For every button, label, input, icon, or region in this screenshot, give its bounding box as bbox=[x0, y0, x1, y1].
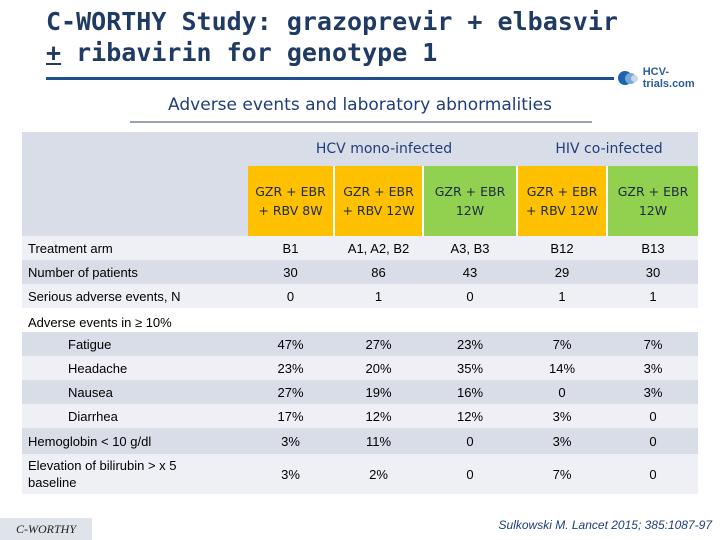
table-cell: 14% bbox=[548, 360, 576, 376]
row-label: Hemoglobin < 10 g/dl bbox=[28, 433, 152, 449]
table-cell: 43 bbox=[462, 264, 478, 280]
column-header: GZR + EBR + RBV 12W bbox=[335, 166, 422, 236]
table-cell: 47% bbox=[277, 336, 304, 352]
subtitle: Adverse events and laboratory abnormalit… bbox=[168, 95, 552, 115]
title-underline bbox=[46, 77, 614, 80]
table-cell: 7% bbox=[552, 466, 572, 482]
column-header: GZR + EBR + RBV 8W bbox=[248, 166, 333, 236]
table-row bbox=[22, 284, 698, 308]
table-cell: 30 bbox=[283, 264, 298, 280]
table-cell: 23% bbox=[456, 336, 484, 352]
table-row bbox=[22, 308, 698, 332]
table-cell: 0 bbox=[466, 433, 474, 449]
table-cell: 0 bbox=[466, 288, 474, 304]
table-row bbox=[22, 332, 698, 356]
table-cell: 1 bbox=[558, 288, 566, 304]
table-cell: 1 bbox=[374, 288, 383, 304]
row-label: Headache bbox=[68, 360, 128, 376]
row-label: Diarrhea bbox=[68, 408, 118, 424]
table-cell: 12% bbox=[456, 408, 484, 424]
column-header: GZR + EBR 12W bbox=[424, 166, 516, 236]
table-cell: 29 bbox=[554, 264, 570, 280]
table-cell: 27% bbox=[365, 336, 392, 352]
hcv-trials-logo: HCV-trials.com bbox=[618, 66, 720, 90]
table-cell: 35% bbox=[456, 360, 484, 376]
footer-study-label: C-WORTHY bbox=[0, 518, 92, 540]
table-cell: B1 bbox=[282, 240, 299, 256]
table-cell: 23% bbox=[277, 360, 304, 376]
table-cell: 0 bbox=[649, 433, 657, 449]
group-header-hcv: HCV mono-infected bbox=[248, 132, 520, 166]
table-cell: 7% bbox=[552, 336, 572, 352]
footer-citation: Sulkowski M. Lancet 2015; 385:1087-97 bbox=[498, 518, 712, 532]
row-label: Treatment arm bbox=[28, 240, 113, 256]
table-cell: 20% bbox=[365, 360, 392, 376]
table-cell: 0 bbox=[649, 408, 657, 424]
table-cell: 0 bbox=[649, 466, 657, 482]
group-header-hiv: HIV co-infected bbox=[520, 132, 698, 166]
title-line-2: ribavirin for genotype 1 bbox=[61, 38, 438, 67]
column-header: GZR + EBR + RBV 12W bbox=[518, 166, 606, 236]
row-label: Adverse events in ≥ 10% bbox=[28, 314, 172, 330]
row-label: Fatigue bbox=[68, 336, 112, 352]
table-cell: 0 bbox=[558, 384, 566, 400]
title-line-1: C-WORTHY Study: grazoprevir + elbasvir bbox=[46, 7, 618, 36]
table-corner bbox=[22, 132, 248, 236]
table-cell: 17% bbox=[277, 408, 304, 424]
row-label: Elevation of bilirubin > x 5 baseline bbox=[28, 458, 177, 490]
table-cell: 7% bbox=[643, 336, 663, 352]
table-row bbox=[22, 236, 698, 260]
table-cell: B13 bbox=[641, 240, 665, 256]
title-plus-minus: + bbox=[46, 38, 62, 67]
row-label: Serious adverse events, N bbox=[28, 288, 181, 304]
table-row bbox=[22, 404, 698, 428]
page-title: C-WORTHY Study: grazoprevir + elbasvir +… bbox=[46, 6, 646, 68]
table-row bbox=[22, 356, 698, 380]
table-cell: 3% bbox=[281, 466, 300, 482]
table-cell: 19% bbox=[365, 384, 392, 400]
table-cell: 3% bbox=[643, 384, 663, 400]
table-cell: 11% bbox=[365, 433, 392, 449]
table-row bbox=[22, 454, 698, 494]
table-cell: 3% bbox=[552, 408, 572, 424]
table-cell: A1, A2, B2 bbox=[347, 240, 410, 256]
row-label: Nausea bbox=[68, 384, 113, 400]
table-row bbox=[22, 380, 698, 404]
logo-circles-icon bbox=[618, 70, 640, 86]
table-cell: 2% bbox=[369, 466, 388, 482]
table-cell: 0 bbox=[466, 466, 474, 482]
table-cell: B12 bbox=[550, 240, 574, 256]
table-cell: 30 bbox=[645, 264, 661, 280]
table-cell: 27% bbox=[277, 384, 304, 400]
table-row bbox=[22, 260, 698, 284]
table-cell: 1 bbox=[649, 288, 657, 304]
column-header: GZR + EBR 12W bbox=[608, 166, 698, 236]
table-cell: 3% bbox=[643, 360, 663, 376]
row-label: Number of patients bbox=[28, 264, 138, 280]
table-cell: 3% bbox=[281, 433, 300, 449]
table-cell: 86 bbox=[371, 264, 386, 280]
table-cell: 3% bbox=[552, 433, 572, 449]
logo-text: HCV-trials.com bbox=[642, 66, 695, 90]
subtitle-divider bbox=[130, 121, 592, 123]
table-cell: 0 bbox=[286, 288, 295, 304]
table-cell: 12% bbox=[365, 408, 392, 424]
table-row bbox=[22, 428, 698, 454]
table-cell: A3, B3 bbox=[450, 240, 490, 256]
table-cell: 16% bbox=[456, 384, 484, 400]
